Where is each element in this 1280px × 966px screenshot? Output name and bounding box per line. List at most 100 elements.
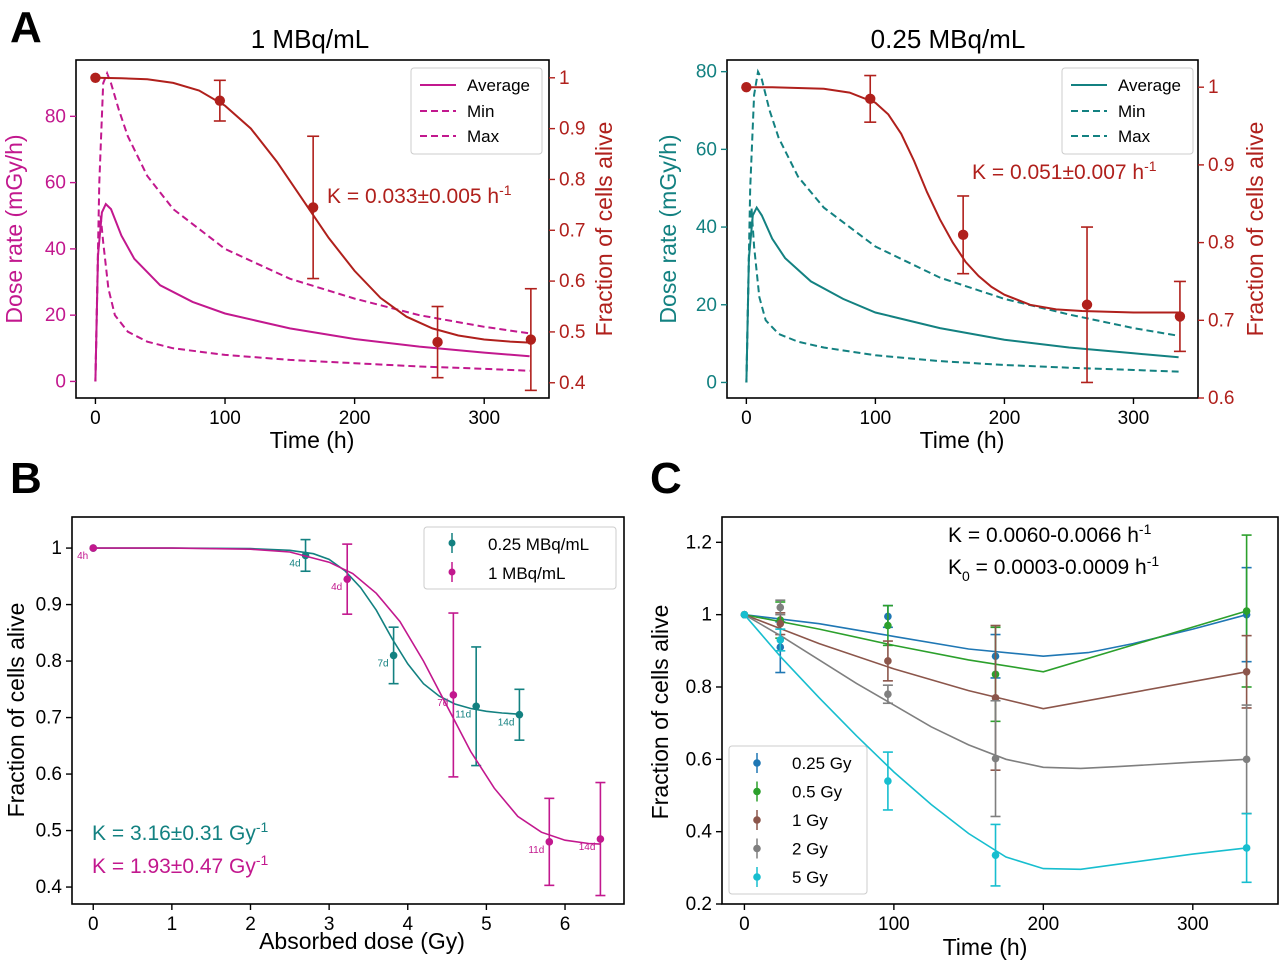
chart-b-xtick-label: 5 [481,914,492,935]
chart-a2-k-base: K = 0.051±0.007 h [972,161,1144,184]
chart-a1-legend-box [410,67,543,155]
chart-c-series-2-gy-marker [884,690,892,699]
chart-a2-ylabel-right: Fraction of cells alive [1242,122,1268,337]
chart-a1-left-ytick-label: 0 [55,371,66,392]
chart-a2-xtick-label: 0 [741,408,752,429]
chart-a2-right-ytick-label: 0.7 [1208,310,1234,331]
chart-b-xtick-label: 1 [167,914,178,935]
chart-b-k1-base: K = 3.16±0.31 Gy [92,822,256,845]
chart-b-series-magenta-point-label: 14d [579,842,596,853]
chart-b-series-teal-point-label: 7d [377,658,388,669]
chart-b-xtick-label: 2 [245,914,256,935]
chart-a2-legend: Average Min Max [1061,67,1194,155]
chart-c-legend-box [728,745,868,895]
chart-b-series-magenta-point-label: 7d [437,698,448,709]
chart-a2-xtick-label: 200 [989,408,1021,429]
chart-c-ytick-label: 0.6 [686,749,712,770]
chart-b-legend: 0.25 MBq/mL 1 MBq/mL [423,526,617,590]
chart-a2-xtick-label: 100 [860,408,892,429]
chart-c-series-2-gy-marker [776,603,785,612]
chart-c-legend-marker [753,787,761,796]
chart-c-ylabel: Fraction of cells alive [647,605,673,820]
chart-a1-left-ytick-label: 40 [45,239,66,260]
chart-a1-legend-average-label: Average [467,76,530,95]
chart-c-series-0-5-gy-marker [884,621,892,630]
chart-a2-series-max-line [745,68,1179,383]
chart-a1-legend-max-label: Max [467,127,500,146]
chart-a-1mbq: 1 MBq/mL Time (h) Dose rate (mGy/h) Frac… [1,24,617,453]
chart-b-series-magenta-marker [596,835,605,843]
chart-a1-series-measured-marker [432,336,443,348]
chart-a1-right-ytick-label: 0.6 [559,271,585,292]
chart-b-xtick-label: 4 [402,914,413,935]
chart-a2-right-ytick-label: 0.8 [1208,233,1234,254]
chart-b-series-magenta-marker [89,544,98,552]
chart-c-xtick-label: 0 [739,914,750,935]
chart-a1-right-ytick-label: 0.8 [559,169,585,190]
chart-b-xtick-label: 3 [324,914,335,935]
chart-b-series-magenta-point-label: 11d [528,845,544,856]
chart-a2-xtick-label: 300 [1118,408,1150,429]
chart-b-ytick-label: 0.4 [36,877,63,898]
chart-a2-left-ytick-label: 60 [696,139,717,160]
chart-b-ytick-label: 0.8 [36,651,62,672]
chart-a1-series-average-line [94,202,530,382]
chart-b-k1-sup: -1 [256,819,269,835]
chart-c-legend-marker [753,759,761,767]
chart-c-series-5-gy-marker [740,610,749,619]
chart-c-series-2-gy-marker [991,754,1000,763]
chart-a1-k-annotation: K = 0.033±0.005 h-1 [327,182,512,208]
chart-a2-right-ytick-label: 1 [1208,77,1219,98]
chart-a1-right-ytick-label: 1 [559,68,570,89]
chart-c-k0-base: K [948,556,962,579]
chart-a1-right-ytick-label: 0.7 [559,220,585,241]
chart-a2-left-ytick-label: 20 [696,295,717,316]
chart-c-k-base: K = 0.0060-0.0066 h [948,524,1139,547]
chart-c-series-1-gy-marker [1242,668,1251,676]
chart-c-series-5-gy-marker [884,777,892,785]
chart-a2-series-min-line [745,207,1179,383]
chart-c-legend: 0.25 Gy 0.5 Gy 1 Gy 2 Gy 5 Gy [728,745,868,895]
chart-b-ytick-label: 0.5 [36,821,62,842]
panel-letter-b: B [10,454,42,503]
chart-c-series-1-gy-marker [991,694,1000,702]
chart-b-xtick-label: 6 [560,914,571,935]
chart-a2-left-ytick-label: 80 [696,62,717,83]
chart-b-xlabel: Absorbed dose (Gy) [259,928,465,954]
chart-c-k0-annotation: K0 = 0.0003-0.0009 h-1 [948,553,1159,584]
chart-a2-series-measured-marker [741,81,752,93]
chart-b-legend-magenta-marker [448,568,456,576]
chart-a1-series-measured-marker [214,95,226,106]
chart-c-legend-label: 5 Gy [792,868,828,887]
chart-b-series-teal-point-label: 14d [498,718,515,729]
chart-a2-left-ytick-label: 40 [696,217,717,238]
chart-b-k2-base: K = 1.93±0.47 Gy [92,855,256,878]
chart-a2-series-average-line [745,205,1179,383]
chart-b-dose-response: Absorbed dose (Gy) Fraction of cells ali… [3,516,625,954]
chart-b-series-magenta-marker [545,838,554,846]
chart-b-series-teal-marker [472,702,480,711]
chart-b-series-magenta-marker [449,691,458,699]
chart-a1-xlabel: Time (h) [270,427,355,453]
chart-b-xtick-label: 0 [88,914,99,935]
chart-c-series-5-gy-marker [1242,844,1251,852]
chart-a1-ylabel: Dose rate (mGy/h) [1,134,27,323]
chart-a1-series-measured-marker [525,334,537,345]
chart-a2-legend-min-label: Min [1118,102,1145,121]
chart-c-ytick-label: 0.2 [686,894,712,915]
chart-b-legend-magenta-label: 1 MBq/mL [488,564,565,583]
chart-c-legend-label: 2 Gy [792,840,828,859]
chart-b-series-magenta-point-label: 4d [331,582,342,593]
chart-c-k-sup: -1 [1139,521,1152,537]
chart-a1-series-min-line [94,215,530,382]
chart-a2-right-ytick-label: 0.9 [1208,155,1234,176]
chart-c-series-5-gy-marker [776,636,785,644]
chart-b-series-teal-marker [389,651,398,660]
chart-b-series-teal-point-label: 11d [455,709,471,720]
chart-c-legend-label: 1 Gy [792,811,828,830]
chart-a2-series-measured-marker [957,229,969,241]
chart-a1-series-fit-line [95,76,530,344]
chart-c-legend-label: 0.25 Gy [792,754,852,773]
chart-a1-legend-min-label: Min [467,102,494,121]
